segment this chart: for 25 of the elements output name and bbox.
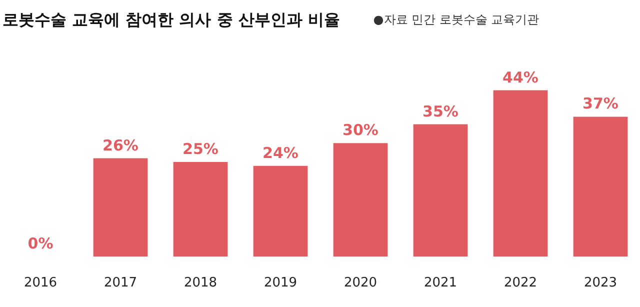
data-label: 35% — [422, 102, 458, 120]
bar — [573, 116, 628, 256]
bar — [333, 143, 388, 256]
bar — [173, 162, 228, 256]
bar — [93, 158, 148, 256]
chart-title: 로봇수술 교육에 참여한 의사 중 산부인과 비율 — [2, 10, 340, 30]
x-tick-label: 2018 — [184, 276, 218, 290]
data-label: 0% — [28, 234, 54, 252]
x-tick-label: 2023 — [584, 276, 618, 290]
data-label: 26% — [102, 136, 138, 154]
data-label: 44% — [502, 68, 538, 86]
data-label: 30% — [342, 121, 378, 140]
x-tick-label: 2019 — [264, 276, 298, 290]
data-label: 24% — [262, 144, 298, 162]
bar — [493, 90, 548, 256]
text: ●자료 민간 로봇수술 교육기관 — [373, 12, 540, 27]
x-tick-label: 2016 — [24, 276, 58, 290]
x-tick-label: 2021 — [424, 276, 458, 290]
data-label: 25% — [182, 140, 218, 158]
bar — [413, 124, 468, 256]
x-tick-label: 2020 — [344, 276, 378, 290]
x-tick-label: 2022 — [504, 276, 538, 290]
x-tick-label: 2017 — [104, 276, 138, 290]
bar — [253, 166, 308, 256]
data-label: 37% — [582, 94, 618, 113]
